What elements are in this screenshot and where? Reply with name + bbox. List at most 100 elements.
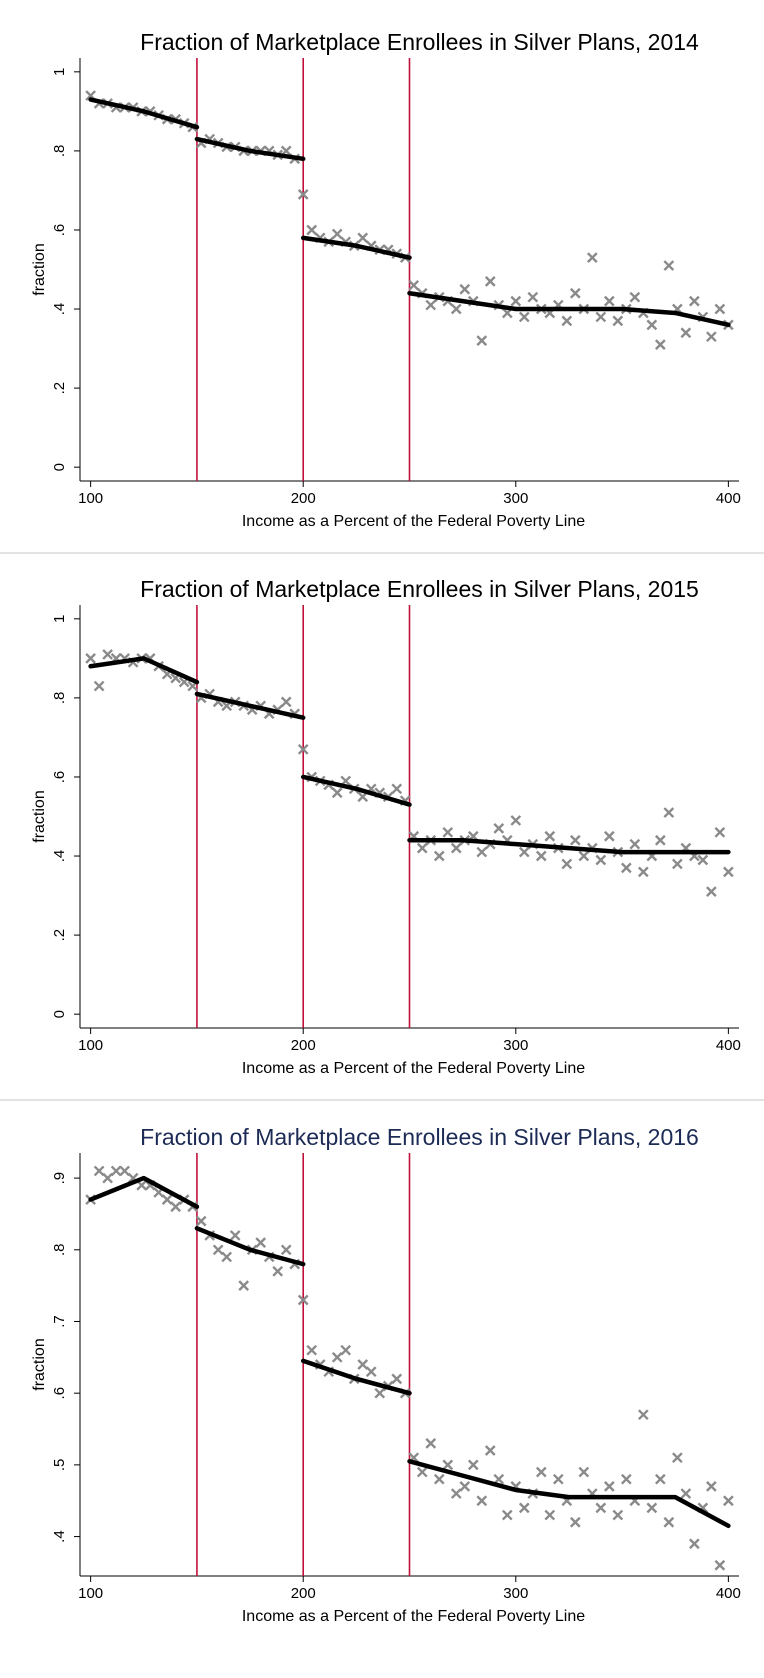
scatter-marker bbox=[527, 291, 539, 303]
y-tick-label: .9 bbox=[51, 1172, 68, 1185]
fit-line bbox=[194, 691, 306, 720]
chart-title: Fraction of Marketplace Enrollees in Sil… bbox=[140, 576, 699, 602]
y-tick-label: .4 bbox=[51, 1530, 68, 1543]
y-axis-label: fraction bbox=[31, 1338, 48, 1390]
scatter-marker bbox=[586, 252, 598, 263]
scatter-marker bbox=[493, 1473, 505, 1485]
fit-line bbox=[88, 656, 200, 685]
scatter-marker bbox=[603, 295, 615, 307]
scatter-marker bbox=[672, 1452, 683, 1464]
scatter-marker bbox=[561, 315, 573, 327]
scatter-marker bbox=[603, 1481, 615, 1492]
scatter-marker bbox=[689, 1538, 700, 1550]
fit-line bbox=[407, 1459, 731, 1529]
scatter-marker bbox=[433, 1473, 445, 1485]
scatter-marker bbox=[365, 1366, 377, 1378]
scatter-marker bbox=[569, 834, 581, 846]
scatter-marker bbox=[654, 834, 666, 846]
scatter-marker bbox=[357, 232, 369, 244]
scatter-marker bbox=[433, 850, 445, 862]
scatter-marker bbox=[331, 787, 343, 799]
scatter-marker bbox=[510, 815, 522, 826]
fit-line bbox=[407, 837, 731, 855]
scatter-marker bbox=[612, 1509, 624, 1521]
scatter-marker bbox=[416, 842, 428, 854]
scatter-marker bbox=[569, 287, 581, 299]
scatter-marker bbox=[612, 315, 624, 327]
scatter-marker bbox=[93, 680, 105, 692]
panel: Fraction of Marketplace Enrollees in Sil… bbox=[31, 576, 741, 1077]
scatter-marker bbox=[170, 1201, 182, 1213]
fit-line bbox=[407, 290, 731, 328]
scatter-marker bbox=[620, 1473, 632, 1485]
scatter-marker bbox=[493, 823, 505, 834]
scatter-marker bbox=[306, 1344, 318, 1356]
scatter-marker bbox=[680, 1488, 692, 1499]
scatter-marker bbox=[306, 224, 318, 236]
chart-title: Fraction of Marketplace Enrollees in Sil… bbox=[140, 29, 699, 55]
y-tick-label: 0 bbox=[51, 463, 68, 471]
scatter-marker bbox=[280, 1244, 292, 1256]
scatter-marker bbox=[357, 1359, 369, 1370]
scatter-marker bbox=[654, 1473, 666, 1485]
x-tick-label: 400 bbox=[716, 1585, 741, 1602]
scatter-marker bbox=[476, 335, 488, 347]
scatter-marker bbox=[706, 331, 717, 343]
scatter-marker bbox=[459, 1481, 471, 1492]
scatter-marker bbox=[620, 862, 632, 874]
scatter-marker bbox=[637, 1409, 649, 1421]
fit-line bbox=[88, 1175, 200, 1210]
scatter-marker bbox=[331, 228, 343, 240]
scatter-marker bbox=[663, 1516, 675, 1528]
scatter-marker bbox=[297, 743, 309, 755]
scatter-marker bbox=[374, 1387, 386, 1399]
scatter-marker bbox=[425, 299, 437, 311]
scatter-marker bbox=[212, 1244, 224, 1256]
scatter-marker bbox=[535, 1466, 547, 1478]
scatter-marker bbox=[595, 854, 607, 866]
chart-title: Fraction of Marketplace Enrollees in Sil… bbox=[140, 1124, 699, 1150]
scatter-marker bbox=[331, 1351, 343, 1363]
scatter-marker bbox=[689, 295, 700, 307]
x-tick-label: 300 bbox=[503, 1037, 528, 1054]
scatter-marker bbox=[518, 846, 530, 858]
scatter-marker bbox=[450, 1488, 462, 1499]
scatter-marker bbox=[467, 1459, 479, 1471]
x-axis-label: Income as a Percent of the Federal Pover… bbox=[242, 1608, 585, 1625]
scatter-marker bbox=[476, 846, 488, 858]
scatter-marker bbox=[535, 850, 547, 862]
y-tick-label: .7 bbox=[51, 1315, 68, 1328]
scatter-marker bbox=[697, 854, 709, 866]
scatter-marker bbox=[646, 1502, 658, 1514]
fit-line bbox=[194, 1226, 306, 1267]
scatter-marker bbox=[714, 826, 726, 838]
y-tick-label: .6 bbox=[51, 1387, 68, 1400]
scatter-marker bbox=[714, 303, 726, 315]
y-tick-label: .8 bbox=[51, 692, 68, 705]
scatter-marker bbox=[340, 1344, 352, 1356]
scatter-marker bbox=[629, 838, 641, 850]
scatter-marker bbox=[484, 276, 496, 287]
fit-line bbox=[300, 1358, 412, 1396]
fit-line bbox=[300, 235, 412, 260]
scatter-marker bbox=[442, 1459, 454, 1471]
scatter-marker bbox=[518, 1502, 530, 1514]
scatter-marker bbox=[102, 1172, 113, 1184]
x-axis-label: Income as a Percent of the Federal Pover… bbox=[242, 1060, 585, 1077]
y-tick-label: .4 bbox=[51, 303, 68, 316]
scatter-marker bbox=[484, 1445, 496, 1456]
x-tick-label: 400 bbox=[716, 490, 741, 507]
x-tick-label: 100 bbox=[78, 490, 103, 507]
scatter-marker bbox=[501, 1509, 513, 1521]
scatter-marker bbox=[544, 1509, 556, 1521]
scatter-marker bbox=[544, 830, 556, 842]
scatter-marker bbox=[391, 783, 403, 795]
scatter-marker bbox=[646, 319, 658, 331]
scatter-marker bbox=[561, 858, 573, 870]
scatter-marker bbox=[297, 189, 309, 200]
scatter-marker bbox=[238, 1280, 250, 1291]
scatter-marker bbox=[723, 866, 734, 878]
scatter-marker bbox=[93, 1165, 105, 1177]
x-tick-label: 400 bbox=[716, 1037, 741, 1054]
